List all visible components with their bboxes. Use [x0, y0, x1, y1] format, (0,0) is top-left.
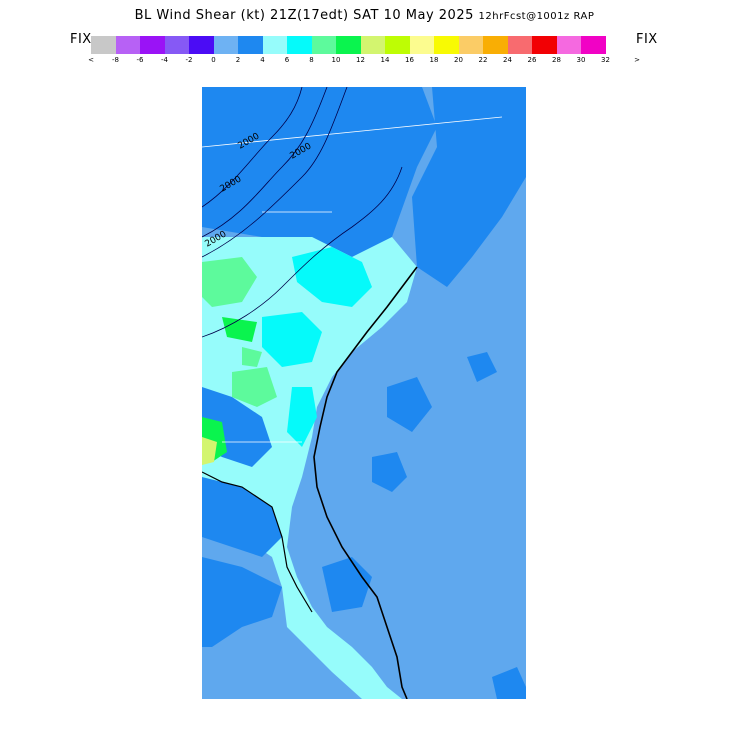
color-tick-label: -8: [112, 56, 119, 64]
color-swatch: [287, 36, 312, 54]
color-swatch: [556, 36, 581, 54]
ocean-low-patch-3: [467, 352, 497, 382]
ocean-low-patch-1: [387, 377, 432, 432]
color-swatch: [140, 36, 165, 54]
map-title: BL Wind Shear (kt) 21Z(17edt) SAT 10 May…: [0, 8, 729, 23]
color-tick-label: 30: [576, 56, 586, 64]
color-tick-label: 24: [503, 56, 512, 64]
color-tick-label: 10: [331, 56, 341, 64]
legend-gt-symbol: >: [634, 56, 640, 64]
height-contour-4: [202, 166, 403, 338]
title-main: BL Wind Shear (kt) 21Z(17edt) SAT 10 May…: [134, 8, 474, 23]
color-tick-label: -6: [136, 56, 144, 64]
ocean-low-patch-4: [492, 667, 526, 699]
height-contour-3: [202, 87, 303, 208]
color-swatch: [262, 36, 287, 54]
color-tick-label: 12: [356, 56, 365, 64]
coastline-atlantic: [313, 266, 418, 699]
shear-low-patch-southwest: [202, 557, 282, 647]
shear-bright-region-1: [292, 247, 372, 307]
height-contour-2: [202, 87, 348, 258]
height-contour-1: [202, 87, 328, 238]
shear-green-region-1: [202, 257, 257, 307]
color-tick-label: 8: [309, 56, 314, 64]
fix-right-label: FIX: [636, 32, 658, 47]
color-swatch: [434, 36, 459, 54]
shear-lime-region-1: [222, 317, 257, 342]
color-tick-label: 28: [552, 56, 561, 64]
color-tick-label: 18: [429, 56, 439, 64]
color-swatch: [115, 36, 140, 54]
color-swatch: [360, 36, 385, 54]
color-swatch: [483, 36, 508, 54]
title-suffix: 12hrFcst@1001z RAP: [478, 11, 595, 22]
color-swatch: [458, 36, 483, 54]
color-swatch: [164, 36, 189, 54]
legend-lt-symbol: <: [88, 56, 94, 64]
color-swatch: [507, 36, 532, 54]
coastline-gulf: [202, 471, 313, 613]
color-tick-label: 0: [211, 56, 216, 64]
color-tick-label: 22: [478, 56, 488, 64]
state-border-1: [202, 116, 503, 148]
color-swatch: [91, 36, 116, 54]
color-swatch: [189, 36, 214, 54]
color-swatch: [213, 36, 238, 54]
color-tick-label: 14: [380, 56, 390, 64]
color-swatch: [336, 36, 361, 54]
color-tick-label: 32: [601, 56, 610, 64]
shear-bright-region-3: [287, 387, 317, 447]
wind-shear-map: 2000 2000 2000 2000: [202, 87, 526, 699]
color-tick-label: 4: [260, 56, 265, 64]
color-tick-label: -2: [185, 56, 193, 64]
color-swatch: [238, 36, 263, 54]
color-swatch: [311, 36, 336, 54]
shear-yellow-green-region: [202, 437, 217, 465]
shear-low-patch-florida: [322, 557, 372, 612]
fix-left-label: FIX: [70, 32, 92, 47]
color-tick-label: 6: [284, 56, 290, 64]
shear-bright-region-2: [262, 312, 322, 367]
map-canvas: 2000 2000 2000 2000: [202, 87, 526, 699]
color-tick-label: 20: [454, 56, 463, 64]
color-swatch: [385, 36, 410, 54]
color-swatch: [532, 36, 557, 54]
color-scale-bar: [91, 36, 606, 54]
color-swatch: [581, 36, 606, 54]
color-tick-label: 26: [527, 56, 537, 64]
ocean-low-patch-2: [372, 452, 407, 492]
color-tick-label: -4: [161, 56, 168, 64]
color-swatch: [409, 36, 434, 54]
shear-green-region-3: [242, 347, 262, 367]
color-tick-label: 16: [405, 56, 414, 64]
color-tick-label: 2: [235, 56, 241, 64]
color-scale-ticks: < > -8 -6 -4 -2 0 2 4 6 8 10 12 14 16 18 20 22 24 26 28 30 3…: [84, 56, 646, 66]
shear-low-region-carolina: [412, 87, 526, 287]
shear-low-patch-gulf: [202, 477, 282, 557]
shear-green-region-2: [232, 367, 277, 407]
